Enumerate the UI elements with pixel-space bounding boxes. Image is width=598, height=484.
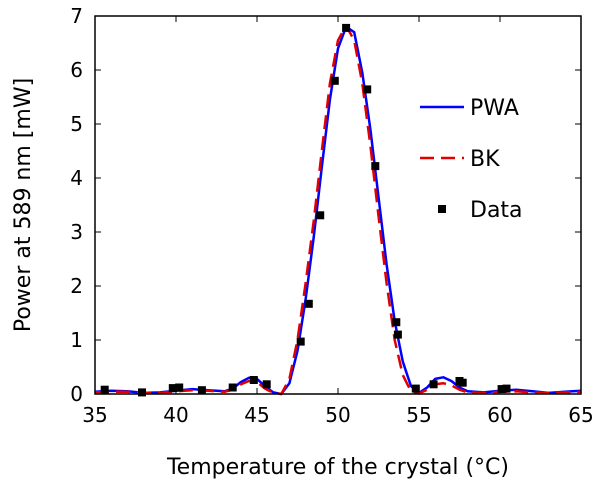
data-point <box>316 211 325 220</box>
data-point <box>138 388 146 397</box>
x-tick-label: 45 <box>244 403 269 427</box>
data-point <box>363 85 372 94</box>
data-point <box>502 384 511 393</box>
y-tick-label: 0 <box>70 382 83 406</box>
series-layer <box>94 23 582 397</box>
y-tick-label: 6 <box>70 58 83 82</box>
x-tick-label: 55 <box>406 403 431 427</box>
data-point <box>411 384 420 393</box>
x-tick-label: 60 <box>487 403 512 427</box>
data-point <box>228 383 237 392</box>
y-axis-label: Power at 589 nm [mW] <box>11 78 36 332</box>
legend-label-pwa: PWA <box>470 96 519 121</box>
data-point <box>392 318 401 327</box>
legend-swatch-data <box>438 205 446 213</box>
y-tick-label: 5 <box>70 112 83 136</box>
y-tick-label: 1 <box>70 328 83 352</box>
data-point <box>393 330 402 339</box>
data-point <box>197 386 206 395</box>
data-point <box>262 380 271 389</box>
data-point <box>330 76 339 85</box>
y-tick-label: 3 <box>70 220 83 244</box>
plot-frame <box>94 15 582 395</box>
x-axis-label: Temperature of the crystal (°C) <box>166 455 509 480</box>
data-point <box>168 384 177 393</box>
x-tick-label: 50 <box>325 403 350 427</box>
data-point <box>175 383 184 392</box>
x-tick-label: 40 <box>163 403 188 427</box>
data-point <box>100 385 109 394</box>
x-tick-label: 65 <box>568 403 593 427</box>
data-point <box>296 337 305 346</box>
y-tick-label: 4 <box>70 166 83 190</box>
legend-label-bk: BK <box>470 147 500 172</box>
y-tick-label: 7 <box>70 4 83 28</box>
legend-label-data: Data <box>470 198 523 223</box>
y-tick-label: 2 <box>70 274 83 298</box>
data-point <box>458 378 467 387</box>
data-point <box>429 380 438 389</box>
legend: PWA BK Data <box>420 96 523 223</box>
series-line-pwa <box>94 25 582 396</box>
x-tick-label: 35 <box>82 403 107 427</box>
data-point <box>342 23 351 32</box>
data-point <box>304 299 313 308</box>
series-line-bk <box>94 24 582 396</box>
data-point <box>371 162 380 171</box>
data-point <box>497 385 506 394</box>
data-point <box>249 376 258 384</box>
